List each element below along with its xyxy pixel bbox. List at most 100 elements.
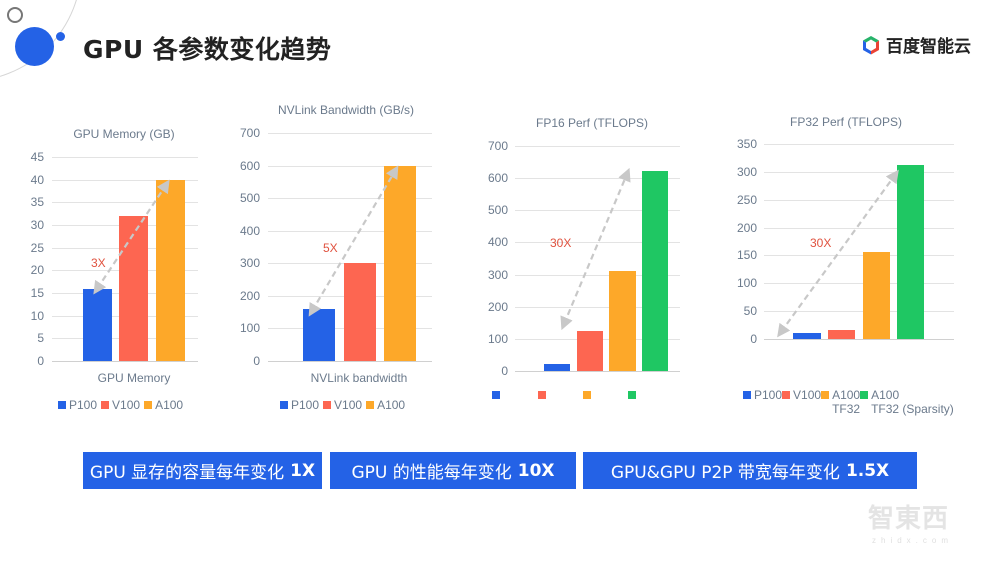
legend-swatch-a100-sparsity: [628, 391, 636, 399]
y-tick: 700: [239, 126, 260, 140]
x-axis-line: [268, 361, 432, 362]
legend-label-group: A100 TF32 (Sparsity): [871, 388, 954, 416]
summary-value: 10X: [517, 460, 555, 481]
y-tick: 300: [736, 165, 757, 179]
y-tick: 700: [487, 139, 508, 153]
legend-sublabel: TF32 (Sparsity): [871, 402, 954, 416]
page-title: GPU 各参数变化趋势: [83, 35, 332, 64]
legend-item-v100: V100: [101, 398, 140, 412]
legend-swatch: [144, 401, 153, 409]
y-tick: 100: [239, 321, 260, 335]
legend-item-a100-tf32: A100 TF32: [821, 388, 860, 416]
chart-legend: P100 V100 A100 TF32 A100 TF32 (Sparsity): [743, 388, 954, 416]
bar-p100: [303, 309, 335, 361]
legend-swatch: [743, 391, 751, 399]
y-tick: 0: [37, 354, 44, 368]
gridline: [268, 133, 432, 134]
y-tick: 20: [30, 263, 44, 277]
legend-swatch: [821, 391, 830, 399]
bar-v100: [577, 331, 603, 371]
y-tick: 500: [239, 191, 260, 205]
legend-label: V100: [793, 388, 822, 402]
y-tick: 500: [487, 203, 508, 217]
legend-swatch: [782, 391, 791, 399]
y-tick: 300: [487, 268, 508, 282]
legend-label: P100: [69, 398, 98, 412]
legend-label: V100: [334, 398, 363, 412]
legend-item-v100: V100: [782, 388, 821, 402]
y-tick: 5: [37, 331, 44, 345]
y-tick: 150: [736, 248, 757, 262]
summary-performance: GPU 的性能每年变化 10X: [330, 452, 576, 489]
legend-swatch: [280, 401, 288, 409]
y-tick: 100: [487, 332, 508, 346]
bar-a100-tf32-sparsity: [897, 165, 924, 339]
y-tick: 35: [30, 195, 44, 209]
legend-label: V100: [112, 398, 141, 412]
summary-text: GPU 显存的容量每年变化: [89, 463, 285, 483]
summary-text: GPU&GPU P2P 带宽每年变化: [610, 463, 840, 483]
chart-title: FP16 Perf (TFLOPS): [535, 116, 649, 130]
y-tick: 10: [30, 309, 44, 323]
y-tick: 25: [30, 241, 44, 255]
chart-title: NVLink Bandwidth (GB/s): [277, 103, 415, 117]
legend-swatch-a100: [583, 391, 591, 399]
x-axis-line: [515, 371, 680, 372]
legend-item-a100-tf32-sparsity: A100 TF32 (Sparsity): [860, 388, 954, 416]
legend-label: A100: [832, 388, 861, 402]
legend-item-p100: P100: [743, 388, 782, 402]
summary-value: 1.5X: [845, 460, 890, 481]
x-category-label: GPU Memory: [97, 371, 171, 385]
legend-swatch: [860, 391, 869, 399]
legend-label: P100: [291, 398, 320, 412]
legend-swatch: [101, 401, 110, 409]
y-tick: 45: [30, 150, 44, 164]
legend-item-v100: V100: [323, 398, 362, 412]
legend-swatch-p100: [492, 391, 500, 399]
y-tick: 350: [736, 137, 757, 151]
y-tick: 400: [239, 224, 260, 238]
summary-text: GPU 的性能每年变化: [351, 463, 512, 483]
arrow-nvl: [308, 165, 399, 317]
y-tick: 15: [30, 286, 44, 300]
legend-swatch-v100: [538, 391, 546, 399]
watermark-sub: zhidx.com: [872, 536, 954, 545]
legend-item-a100: A100: [144, 398, 183, 412]
baidu-cloud-logo-icon: [863, 35, 879, 54]
legend-item-a100: A100: [366, 398, 405, 412]
y-tick: 200: [239, 289, 260, 303]
y-tick: 600: [239, 159, 260, 173]
bar-a100-sparsity: [642, 171, 668, 371]
legend-swatch: [366, 401, 375, 409]
decorative-dot-small-icon: [56, 32, 65, 41]
y-tick: 0: [750, 332, 757, 346]
chart-title: FP32 Perf (TFLOPS): [789, 115, 903, 129]
legend-label: A100: [871, 388, 900, 402]
chart-legend: P100 V100 A100: [280, 398, 409, 412]
legend-label: A100: [377, 398, 406, 412]
legend-label-group: A100 TF32: [832, 388, 860, 416]
legend-label: P100: [754, 388, 783, 402]
arrow-fp16: [560, 167, 631, 331]
bar-p100: [544, 364, 570, 371]
legend-swatch: [58, 401, 66, 409]
arrow-mem: [93, 179, 170, 295]
decorative-ring-icon: [7, 7, 23, 23]
summary-memory: GPU 显存的容量每年变化 1X: [83, 452, 322, 489]
y-tick: 40: [30, 173, 44, 187]
y-tick: 50: [743, 304, 757, 318]
x-axis-line: [52, 361, 198, 362]
y-tick: 600: [487, 171, 508, 185]
legend-sublabel: TF32: [832, 402, 861, 416]
chart-legend: P100 V100 A100: [58, 398, 187, 412]
y-tick: 200: [487, 300, 508, 314]
y-tick: 400: [487, 235, 508, 249]
arrow-fp32: [777, 169, 899, 338]
watermark: 智東西: [868, 504, 950, 534]
bar-p100: [83, 289, 112, 361]
decorative-dot-large-icon: [15, 27, 54, 66]
y-tick: 30: [30, 218, 44, 232]
summary-p2p-bandwidth: GPU&GPU P2P 带宽每年变化 1.5X: [583, 452, 917, 489]
summary-value: 1X: [290, 460, 316, 481]
